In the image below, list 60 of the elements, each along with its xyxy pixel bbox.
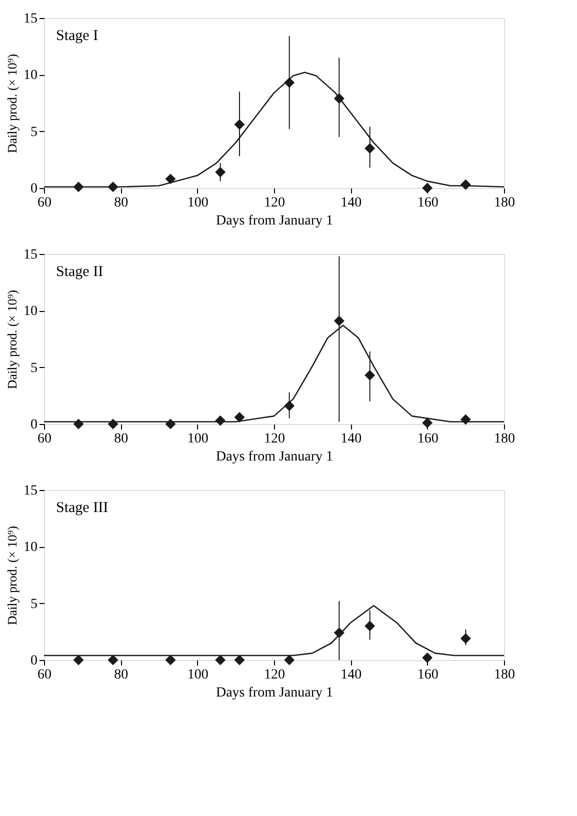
y-tick-label: 10	[24, 68, 38, 84]
x-tick-label: 140	[340, 432, 362, 446]
point	[284, 654, 295, 666]
point	[215, 166, 226, 178]
x-tick-label: 160	[417, 196, 438, 210]
y-tick-label: 5	[30, 360, 38, 376]
x-tick-label: 80	[114, 432, 128, 446]
point	[334, 316, 344, 326]
x-tick-label: 180	[494, 432, 515, 446]
x-tick-label: 120	[264, 196, 285, 210]
y-tick-label: 0	[30, 182, 38, 196]
point	[422, 182, 433, 194]
text: Stage II	[56, 264, 104, 280]
x-tick-label: 80	[114, 196, 128, 210]
x-tick-label: 160	[417, 668, 438, 682]
point	[73, 654, 84, 666]
point	[165, 174, 176, 184]
x-tick-label: 100	[187, 432, 208, 446]
point	[234, 119, 245, 130]
y-tick-label: 15	[24, 248, 38, 262]
point	[234, 412, 245, 422]
y-tick-label: 0	[30, 418, 38, 432]
y-tick-label: 15	[24, 12, 38, 26]
text: Stage III	[56, 500, 108, 516]
y-axis-title: Daily prod. (× 10⁹)	[4, 54, 20, 154]
x-axis-title: Days from January 1	[216, 450, 334, 464]
point	[165, 654, 176, 666]
point	[108, 654, 118, 666]
point	[422, 652, 433, 663]
x-tick-label: 160	[417, 432, 438, 446]
y-tick-label: 10	[24, 540, 38, 556]
text: Stage I	[56, 28, 98, 44]
y-axis-title: Daily prod. (× 10⁹)	[4, 290, 20, 390]
x-tick-label: 80	[114, 668, 128, 682]
x-tick-label: 60	[38, 668, 52, 682]
point	[234, 654, 245, 666]
y-tick-label: 5	[30, 124, 38, 140]
point	[422, 418, 433, 428]
point	[364, 370, 376, 381]
y-tick-label: 15	[24, 484, 38, 498]
x-tick-label: 100	[187, 196, 208, 210]
x-axis-title: Days from January 1	[216, 686, 334, 700]
point	[364, 620, 376, 632]
y-tick-label: 10	[24, 304, 38, 320]
x-tick-label: 180	[494, 196, 515, 210]
x-tick-label: 180	[494, 668, 515, 682]
x-tick-label: 60	[38, 196, 52, 210]
y-tick-label: 0	[30, 654, 38, 668]
x-tick-label: 140	[340, 668, 362, 682]
y-axis-title: Daily prod. (× 10⁹)	[4, 526, 20, 626]
x-tick-label: 120	[264, 668, 285, 682]
x-tick-label: 140	[340, 196, 362, 210]
y-tick-label: 5	[30, 596, 38, 612]
point	[215, 654, 226, 666]
point	[364, 143, 376, 154]
point	[460, 633, 471, 644]
x-tick-label: 120	[264, 432, 285, 446]
x-tick-label: 60	[38, 432, 52, 446]
x-tick-label: 100	[187, 668, 208, 682]
x-axis-title: Days from January 1	[216, 214, 334, 228]
